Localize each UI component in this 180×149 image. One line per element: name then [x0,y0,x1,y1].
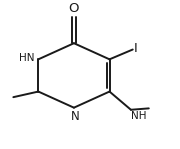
Text: NH: NH [131,111,147,121]
Text: HN: HN [19,53,35,63]
Text: O: O [69,2,79,15]
Text: N: N [70,110,79,123]
Text: I: I [134,42,138,55]
